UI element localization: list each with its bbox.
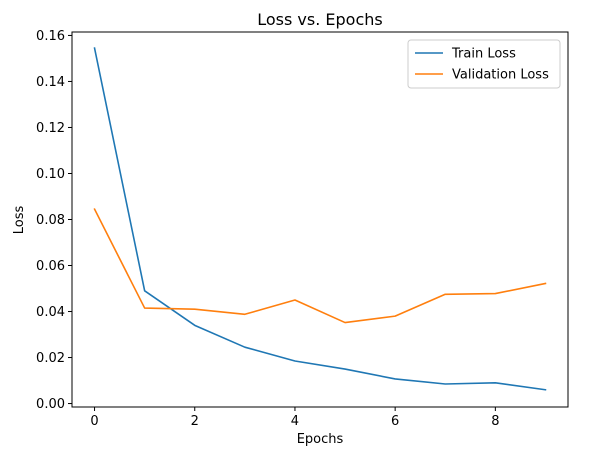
y-tick-label: 0.14 (36, 75, 65, 90)
x-tick-label: 2 (191, 414, 199, 429)
y-axis-label: Loss (12, 206, 27, 235)
y-tick-label: 0.06 (36, 259, 65, 274)
x-tick-label: 4 (291, 414, 299, 429)
legend-label: Train Loss (451, 47, 516, 62)
x-tick-label: 8 (491, 414, 499, 429)
y-tick-label: 0.00 (36, 397, 65, 412)
y-tick-label: 0.12 (36, 121, 65, 136)
y-axis-ticks: 0.00 0.02 0.04 0.06 0.08 0.10 0.12 0.14 0.16 (36, 29, 72, 412)
y-tick-label: 0.08 (36, 213, 65, 228)
y-tick-label: 0.02 (36, 351, 65, 366)
legend-box (407, 39, 561, 89)
y-tick-label: 0.04 (36, 305, 65, 320)
series-line-1 (93, 208, 547, 324)
x-axis-label: Epochs (297, 432, 344, 447)
x-axis-ticks: 0 2 4 6 8 (90, 407, 499, 429)
legend: Train Loss Validation Loss (407, 39, 561, 89)
legend-label: Validation Loss (452, 68, 549, 83)
x-tick-label: 0 (90, 414, 98, 429)
y-tick-label: 0.10 (36, 167, 65, 182)
chart-title: Loss vs. Epochs (257, 10, 382, 29)
series-layer (93, 47, 547, 391)
y-tick-label: 0.16 (36, 29, 65, 44)
x-tick-label: 6 (391, 414, 399, 429)
